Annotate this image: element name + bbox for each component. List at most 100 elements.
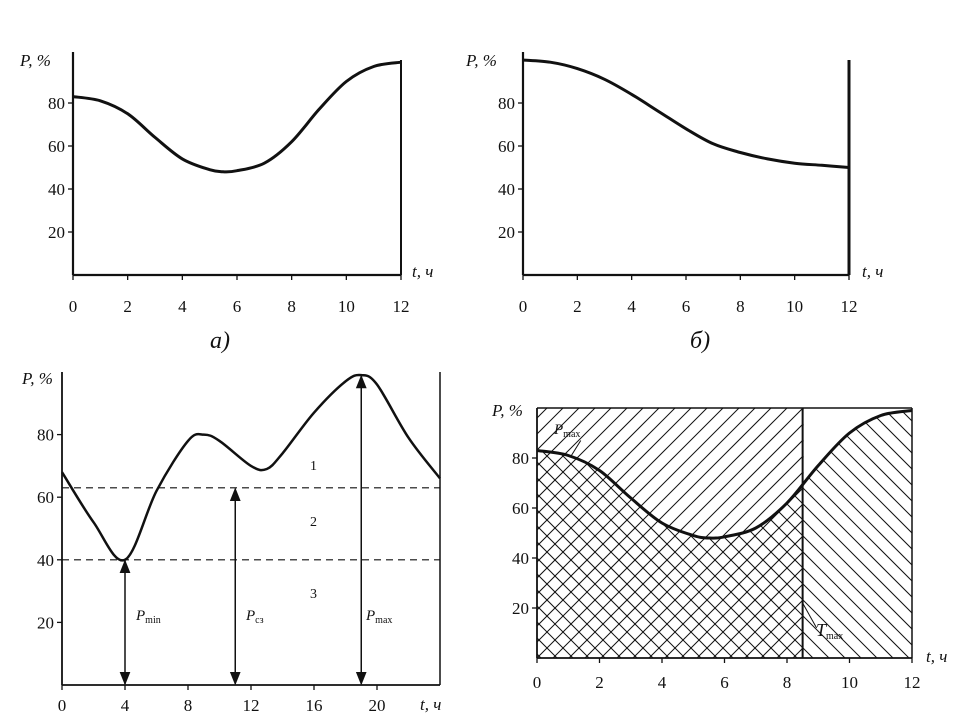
chart-d-pmax-leader: [570, 440, 582, 456]
chart-d-hatch-line-back: [808, 408, 912, 658]
chart-c-zone-3-label: 3: [310, 587, 317, 602]
chart-d-hatch-line-forward: [921, 398, 960, 658]
chart-a: P, % t, ч а) 0 2 4 6 8 10 12 20 40 60 80: [19, 51, 433, 354]
chart-b: P, % t, ч б) 0 2 4 6 8 10 12 20 40 60 80: [465, 51, 883, 354]
chart-d-hatch-line-forward: [680, 535, 803, 658]
chart-b-x-tick-label-10: 10: [786, 297, 803, 316]
chart-b-series-line: [522, 58, 850, 169]
chart-d-hatch-line-forward: [537, 408, 580, 451]
chart-c-x-tick-label-0: 0: [58, 696, 67, 715]
chart-a-x-tick-label-10: 10: [338, 297, 355, 316]
chart-a-y-tick-label-60: 60: [48, 137, 65, 156]
chart-d-series-line: [536, 409, 913, 540]
chart-b-x-tick-label-2: 2: [573, 297, 582, 316]
chart-a-ylabel: P, %: [19, 51, 51, 70]
chart-d-hatch-line-forward: [137, 398, 397, 658]
chart-a-xlabel: t, ч: [412, 262, 433, 281]
chart-d-x-tick-label-10: 10: [841, 673, 858, 692]
chart-d-y-tick-label-20: 20: [512, 599, 529, 618]
chart-d-hatch-line-back: [840, 408, 912, 658]
chart-d-xlabel: t, ч: [926, 647, 947, 666]
chart-d-hatch-line-forward: [552, 408, 803, 658]
chart-d-y-tick-label-80: 80: [512, 449, 529, 468]
chart-c-zone-2-label: 2: [310, 515, 317, 530]
chart-a-series-line: [72, 60, 402, 174]
chart-d-hatch-line-back: [856, 408, 912, 658]
chart-d-hatch-line-forward: [616, 471, 803, 658]
chart-c-pmin-label: Pmin: [135, 608, 161, 626]
chart-d-hatch-line-back: [953, 398, 960, 658]
chart-d-hatch-line-forward: [537, 408, 596, 467]
chart-d-hatch-line-forward: [889, 398, 960, 658]
chart-d-hatch-line-forward: [265, 398, 525, 658]
chart-c-y-tick-label-20: 20: [37, 613, 54, 632]
chart-a-x-tick-label-8: 8: [287, 297, 296, 316]
chart-d-hatch-line-forward: [728, 583, 803, 658]
chart-d-hatch-line-back: [537, 408, 542, 658]
chart-b-x-tick-label-0: 0: [519, 297, 528, 316]
chart-c-xlabel: t, ч: [420, 695, 441, 714]
chart-d-tmax-label: Tmax: [816, 620, 843, 642]
chart-d-x-tick-label-2: 2: [595, 673, 604, 692]
chart-d-hatch-line-back: [537, 408, 718, 658]
chart-d-ylabel: P, %: [491, 401, 523, 420]
chart-c-x-tick-label-12: 12: [243, 696, 260, 715]
chart-d-hatch-line-back: [201, 398, 461, 658]
chart-c-x-tick-label-4: 4: [121, 696, 130, 715]
chart-a-x-tick-label-12: 12: [393, 297, 410, 316]
chart-d-x-tick-label-6: 6: [720, 673, 729, 692]
chart-d-hatch-line-forward: [233, 398, 493, 658]
chart-b-x-tick-label-12: 12: [841, 297, 858, 316]
chart-d-hatch-line-back: [537, 408, 686, 658]
chart-a-y-tick-label-80: 80: [48, 94, 65, 113]
chart-d-hatch-line-forward: [281, 398, 541, 658]
chart-d-hatch-line-forward: [696, 551, 803, 658]
chart-d-above-curve-blank: [803, 408, 912, 539]
chart-d-hatch-line-forward: [857, 398, 960, 658]
chart-d-x-tick-label-12: 12: [904, 673, 921, 692]
chart-a-x-tick-label-6: 6: [233, 297, 242, 316]
chart-d-hatch-line-back: [921, 398, 960, 658]
chart-d-hatch-line-forward: [568, 423, 803, 658]
chart-d-hatch-line-back: [904, 408, 912, 658]
chart-d-hatch-line-back: [824, 408, 912, 658]
chart-b-x-tick-label-8: 8: [736, 297, 745, 316]
chart-d-hatch-line-back: [537, 408, 590, 658]
chart-d-hatch-line-forward: [537, 408, 644, 515]
chart-d-hatch-line-forward: [712, 567, 803, 658]
chart-d-hatch-line-forward: [201, 398, 461, 658]
chart-b-xlabel: t, ч: [862, 262, 883, 281]
chart-c-x-tick-label-20: 20: [369, 696, 386, 715]
chart-b-caption: б): [690, 328, 710, 354]
chart-d-hatch-line-forward: [537, 408, 612, 483]
chart-d-hatch-line-back: [537, 408, 670, 658]
chart-d-hatch-line-back: [537, 408, 622, 658]
chart-d-x-tick-label-8: 8: [783, 673, 792, 692]
chart-d-x-tick-label-0: 0: [533, 673, 542, 692]
chart-d-hatch-line-back: [137, 398, 397, 658]
chart-c-pcz-label: Pcз: [245, 608, 264, 626]
chart-c-ylabel: P, %: [21, 369, 53, 388]
chart-a-x-tick-label-2: 2: [123, 297, 132, 316]
chart-d-hatch-line-back: [537, 408, 606, 658]
chart-b-y-tick-label-40: 40: [498, 180, 515, 199]
chart-d-y-tick-label-60: 60: [512, 499, 529, 518]
chart-d-hatch-line-back: [744, 408, 912, 658]
chart-d-pmax-label: Pmax: [553, 422, 580, 440]
chart-b-y-tick-label-60: 60: [498, 137, 515, 156]
chart-d-hatch-line-back: [537, 408, 750, 658]
chart-d-hatch-line-back: [888, 408, 912, 658]
chart-d-hatch-line-forward: [953, 398, 960, 658]
chart-c-zone-1-label: 1: [310, 459, 317, 474]
chart-d-hatch-line-back: [537, 408, 734, 658]
chart-a-caption: а): [210, 328, 230, 354]
chart-d-hatch-line-back: [537, 408, 638, 658]
chart-a-x-tick-label-4: 4: [178, 297, 187, 316]
chart-d-hatch-line-back: [537, 408, 574, 658]
chart-c-y-tick-label-80: 80: [37, 426, 54, 445]
chart-d-hatch-line-back: [760, 408, 912, 658]
chart-c: P, % t, ч 0 4 8 12 16 20 20 40 60 80 1 2 3 Pmin P…: [21, 369, 441, 715]
chart-d-hatch-line-back: [537, 408, 558, 658]
